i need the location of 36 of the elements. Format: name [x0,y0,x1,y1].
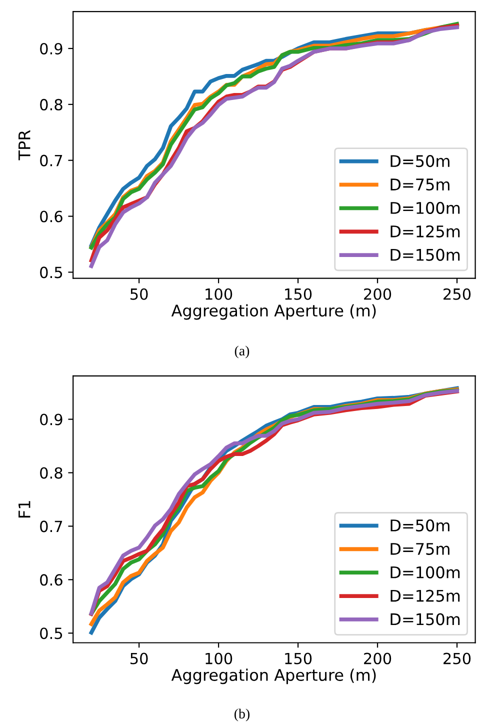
text: (b) [234,708,250,722]
x-axis-title: Aggregation Aperture (m) [171,304,376,320]
y-tick-label: 0.5 [40,266,62,278]
x-tick-label: 50 [130,288,148,300]
x-tick-label: 200 [364,652,392,664]
x-tick-label: 200 [364,288,392,300]
legend-label: D=125m [390,225,460,238]
legend-label: D=100m [390,202,460,214]
y-axis-title: TPR [18,130,30,160]
text: (a) [234,346,250,358]
y-tick-label: 0.7 [40,520,62,532]
y-tick-label: 0.6 [40,574,62,586]
legend-label: D=125m [390,590,460,602]
legend-label: D=150m [390,248,460,261]
x-tick-label: 250 [444,288,471,300]
y-tick-label: 0.8 [40,98,62,110]
y-tick-label: 0.5 [40,628,62,640]
legend-label: D=50m [390,519,450,532]
x-tick-label: 150 [285,288,312,300]
y-tick-label: 0.6 [40,210,62,222]
legend-label: D=100m [390,566,460,578]
y-tick-label: 0.9 [40,42,62,55]
x-axis-title: Aggregation Aperture (m) [171,668,376,684]
y-axis-title: F1 [18,501,30,518]
y-tick-label: 0.8 [40,467,62,479]
x-tick-label: 250 [444,652,471,664]
y-tick-label: 0.7 [40,154,62,166]
x-tick-label: 50 [130,652,148,664]
legend-label: D=75m [390,543,450,555]
legend-label: D=50m [390,155,450,168]
legend-label: D=150m [390,613,460,626]
y-tick-label: 0.9 [40,414,62,426]
legend-label: D=75m [390,178,450,191]
x-tick-label: 100 [206,652,232,664]
x-tick-label: 150 [285,652,312,664]
x-tick-label: 100 [206,288,232,300]
